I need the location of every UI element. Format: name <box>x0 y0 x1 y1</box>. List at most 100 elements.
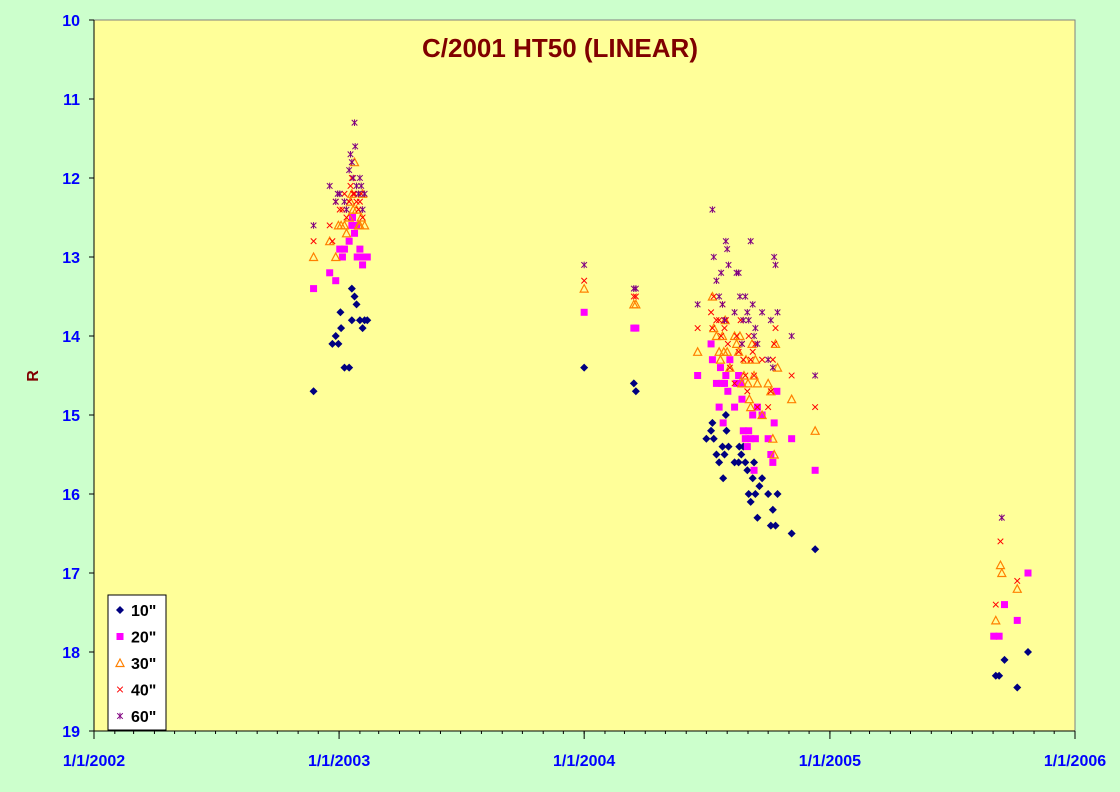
x-tick-label: 1/1/2006 <box>1044 753 1106 770</box>
data-point <box>995 559 1006 570</box>
data-point <box>328 339 337 348</box>
data-point <box>1024 569 1032 577</box>
data-point <box>717 332 725 340</box>
y-tick-label: 11 <box>63 92 80 109</box>
data-point <box>767 433 778 443</box>
y-tick-label: 12 <box>62 171 80 188</box>
data-point <box>757 409 768 420</box>
data-point <box>737 450 746 459</box>
data-point <box>332 198 339 205</box>
data-point <box>767 388 774 395</box>
legend-marker <box>116 633 124 640</box>
data-point <box>747 237 754 245</box>
data-point <box>733 332 740 340</box>
data-point <box>350 292 359 301</box>
data-point <box>710 253 717 261</box>
data-point <box>772 362 783 372</box>
data-point <box>707 426 716 435</box>
data-point <box>330 251 341 262</box>
data-point <box>765 386 776 396</box>
data-point <box>347 182 354 190</box>
data-point <box>326 182 333 190</box>
data-point <box>996 567 1007 578</box>
data-point <box>352 143 359 150</box>
data-point <box>707 340 715 348</box>
data-point <box>811 466 819 474</box>
data-point <box>735 442 744 451</box>
data-point <box>745 332 752 340</box>
data-point <box>715 293 723 300</box>
data-point <box>724 340 732 348</box>
data-point <box>363 316 372 325</box>
y-tick-label: 16 <box>62 487 80 504</box>
data-point <box>745 401 756 412</box>
x-tick-label: 1/1/2002 <box>63 753 125 770</box>
data-point <box>630 299 641 309</box>
data-point <box>710 293 717 300</box>
data-point <box>747 356 754 363</box>
data-point <box>356 245 364 253</box>
data-point <box>720 314 731 325</box>
data-point <box>713 277 720 284</box>
data-point <box>341 190 348 197</box>
data-point <box>746 497 755 506</box>
data-point <box>309 387 318 396</box>
data-point <box>630 293 638 300</box>
data-point <box>345 237 353 245</box>
data-point <box>769 449 780 459</box>
data-point <box>754 340 761 348</box>
y-tick-label: 19 <box>62 724 80 741</box>
data-point <box>709 206 716 213</box>
data-point <box>345 363 354 372</box>
data-point <box>737 379 745 387</box>
data-point <box>310 238 317 245</box>
data-point <box>990 632 998 640</box>
data-point <box>715 317 723 324</box>
data-point <box>740 316 747 324</box>
data-point <box>752 378 763 388</box>
data-point <box>694 372 702 379</box>
data-point <box>726 356 734 364</box>
data-point <box>326 269 334 277</box>
data-point <box>719 301 726 308</box>
data-point <box>773 387 781 395</box>
data-point <box>995 671 1004 680</box>
legend: 10" 20" 30" 40" 60" <box>107 594 167 731</box>
data-point <box>787 529 796 538</box>
data-point <box>694 301 701 308</box>
data-point <box>352 300 361 309</box>
data-point <box>359 214 366 221</box>
data-point <box>755 482 764 491</box>
data-point <box>720 379 728 387</box>
data-point <box>735 348 742 355</box>
chart-title: C/2001 HT50 (LINEAR) <box>422 33 698 63</box>
data-point <box>743 443 751 451</box>
data-point <box>709 324 716 332</box>
data-point <box>751 490 760 498</box>
data-point <box>359 261 367 269</box>
data-point <box>348 221 356 229</box>
data-point <box>754 403 761 411</box>
data-point <box>632 293 640 300</box>
data-point <box>351 119 358 126</box>
data-point <box>358 324 367 333</box>
data-point <box>341 198 348 205</box>
axes: 1/1/2002 1/1/2003 1/1/2004 1/1/2005 1/1/2006… <box>62 13 1106 770</box>
data-point <box>356 198 364 205</box>
data-point <box>745 316 752 324</box>
data-point <box>347 284 356 293</box>
legend-marker <box>115 657 125 668</box>
data-point <box>742 293 749 300</box>
data-point <box>338 253 346 261</box>
x-tick-label: 1/1/2004 <box>553 753 615 770</box>
data-point <box>744 490 753 498</box>
data-point <box>1013 683 1022 692</box>
data-point <box>744 388 751 395</box>
y-axis-label: R <box>25 370 42 382</box>
data-point <box>750 372 758 379</box>
data-point <box>712 450 721 459</box>
data-point <box>767 451 775 458</box>
data-point <box>745 427 753 435</box>
data-point <box>341 228 352 238</box>
data-point <box>810 425 821 435</box>
